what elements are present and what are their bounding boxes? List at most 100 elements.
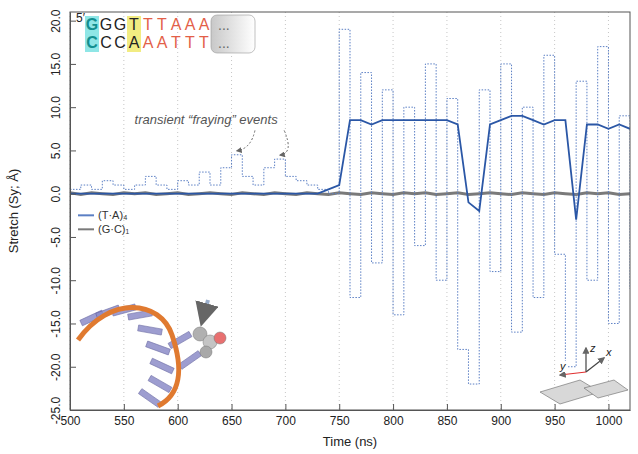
plot-area	[70, 29, 630, 384]
base-letter: A	[171, 16, 182, 33]
x-tick-label: 950	[545, 414, 565, 428]
label-patch	[559, 361, 568, 372]
grid-line	[285, 12, 286, 410]
y-tick-label: 10.0	[49, 96, 63, 120]
atom	[200, 346, 212, 358]
base-letter: T	[157, 16, 167, 33]
x-tick: 1000	[596, 404, 623, 428]
ellipsis: ...	[218, 35, 230, 51]
legend-label: (G·C)₁	[98, 223, 129, 235]
x-tick-mark	[124, 404, 125, 410]
y-tick-label: 15.0	[49, 52, 63, 76]
base-letter: G	[100, 16, 112, 33]
x-tick-mark	[447, 404, 448, 410]
y-tick-label: -15.0	[49, 310, 63, 338]
grid-line	[446, 12, 447, 410]
base-highlight	[127, 16, 141, 52]
ellipsis: ...	[218, 17, 230, 33]
base-letter: T	[129, 16, 139, 33]
base-letter: C	[114, 34, 126, 51]
base-letter: G	[114, 16, 126, 33]
fraying-label: transient “fraying” events	[135, 112, 279, 127]
y-tick-label: -5.0	[49, 227, 63, 248]
x-tick-label: 750	[330, 414, 350, 428]
axes-inset: zx y	[540, 342, 628, 404]
base-slab	[150, 358, 174, 374]
x-tick-label: 850	[437, 414, 457, 428]
grid-line	[231, 12, 232, 410]
base-highlight	[85, 16, 99, 52]
x-tick-label: 700	[276, 414, 296, 428]
base-letter: A	[157, 34, 168, 51]
legend-swatch	[78, 228, 94, 230]
base-letter: G	[86, 16, 98, 33]
y-tick-mark	[70, 410, 76, 411]
y-axis-title: Stretch (Sy; Å)	[6, 169, 21, 254]
y-axis: -25.0 -20.0 -15.0 -10.0 -5.0 0.0 5.0 10.0 15.0 20…	[49, 9, 76, 424]
base-letter: C	[100, 34, 112, 51]
x-tick-label: 650	[222, 414, 242, 428]
label-patch	[605, 347, 614, 358]
y-tick: 20.0	[49, 9, 76, 33]
y-tick-mark	[70, 64, 76, 65]
x-tick: 750	[330, 404, 350, 428]
x-tick: 550	[114, 404, 134, 428]
ellipsis-box	[211, 15, 255, 53]
y-tick-mark	[70, 367, 76, 368]
base-letter: A	[143, 34, 154, 51]
x-tick-mark	[285, 404, 286, 410]
y-tick: 5.0	[49, 142, 76, 159]
label-patch	[589, 343, 598, 354]
base-letter: T	[185, 34, 195, 51]
y-tick: -25.0	[49, 397, 76, 425]
legend-swatch	[78, 214, 94, 216]
fraying-arrow	[237, 130, 255, 150]
series-line	[70, 116, 630, 220]
x-tick-mark	[232, 404, 233, 410]
legend: (T·A)₄ (G·C)₁	[78, 209, 129, 235]
x-tick-mark	[501, 404, 502, 410]
pointer	[202, 300, 208, 322]
plot-frame	[70, 12, 630, 410]
y-tick: 10.0	[49, 96, 76, 120]
legend-label: (T·A)₄	[98, 209, 128, 221]
x-axis-line	[71, 410, 631, 411]
backbone	[78, 308, 179, 407]
y-tick-mark	[70, 107, 76, 108]
sequence: 5′GGGTTTAAACCCAAATTT......	[76, 11, 255, 53]
x-tick-label: 800	[384, 414, 404, 428]
axis-inset-label: y	[559, 360, 567, 372]
x-tick-label: 550	[114, 414, 134, 428]
axis-inset-label: x	[605, 346, 612, 358]
x-tick-mark	[178, 404, 179, 410]
y-tick: -20.0	[49, 353, 76, 381]
base-letter: T	[199, 34, 209, 51]
y-tick-label: -20.0	[49, 353, 63, 381]
y-tick: -10.0	[49, 267, 76, 295]
base-letter: T	[143, 16, 153, 33]
prime-label: 5′	[76, 11, 86, 25]
atom	[214, 332, 226, 344]
base-letter: T	[171, 34, 181, 51]
y-tick-mark	[70, 150, 76, 151]
x-tick: 800	[384, 404, 404, 428]
y-tick-label: 5.0	[49, 142, 63, 159]
x-axis: 5005506006507007508008509009501000	[60, 404, 630, 428]
series-line	[70, 29, 630, 384]
slab	[584, 380, 628, 398]
x-tick-label: 1000	[596, 414, 623, 428]
x-tick: 900	[491, 404, 511, 428]
base-letter: A	[129, 34, 140, 51]
axis-arrow	[560, 372, 586, 375]
y-tick-mark	[70, 194, 76, 195]
y-tick-label: 20.0	[49, 9, 63, 33]
y-tick-mark	[70, 237, 76, 238]
y-axis-line	[70, 13, 71, 411]
y-tick: -15.0	[49, 310, 76, 338]
y-tick: 0.0	[49, 186, 76, 203]
axis-inset-label: z	[589, 342, 596, 354]
y-tick: 15.0	[49, 52, 76, 76]
base-letter: A	[185, 16, 196, 33]
axis-arrow	[586, 358, 604, 372]
y-tick-mark	[70, 280, 76, 281]
